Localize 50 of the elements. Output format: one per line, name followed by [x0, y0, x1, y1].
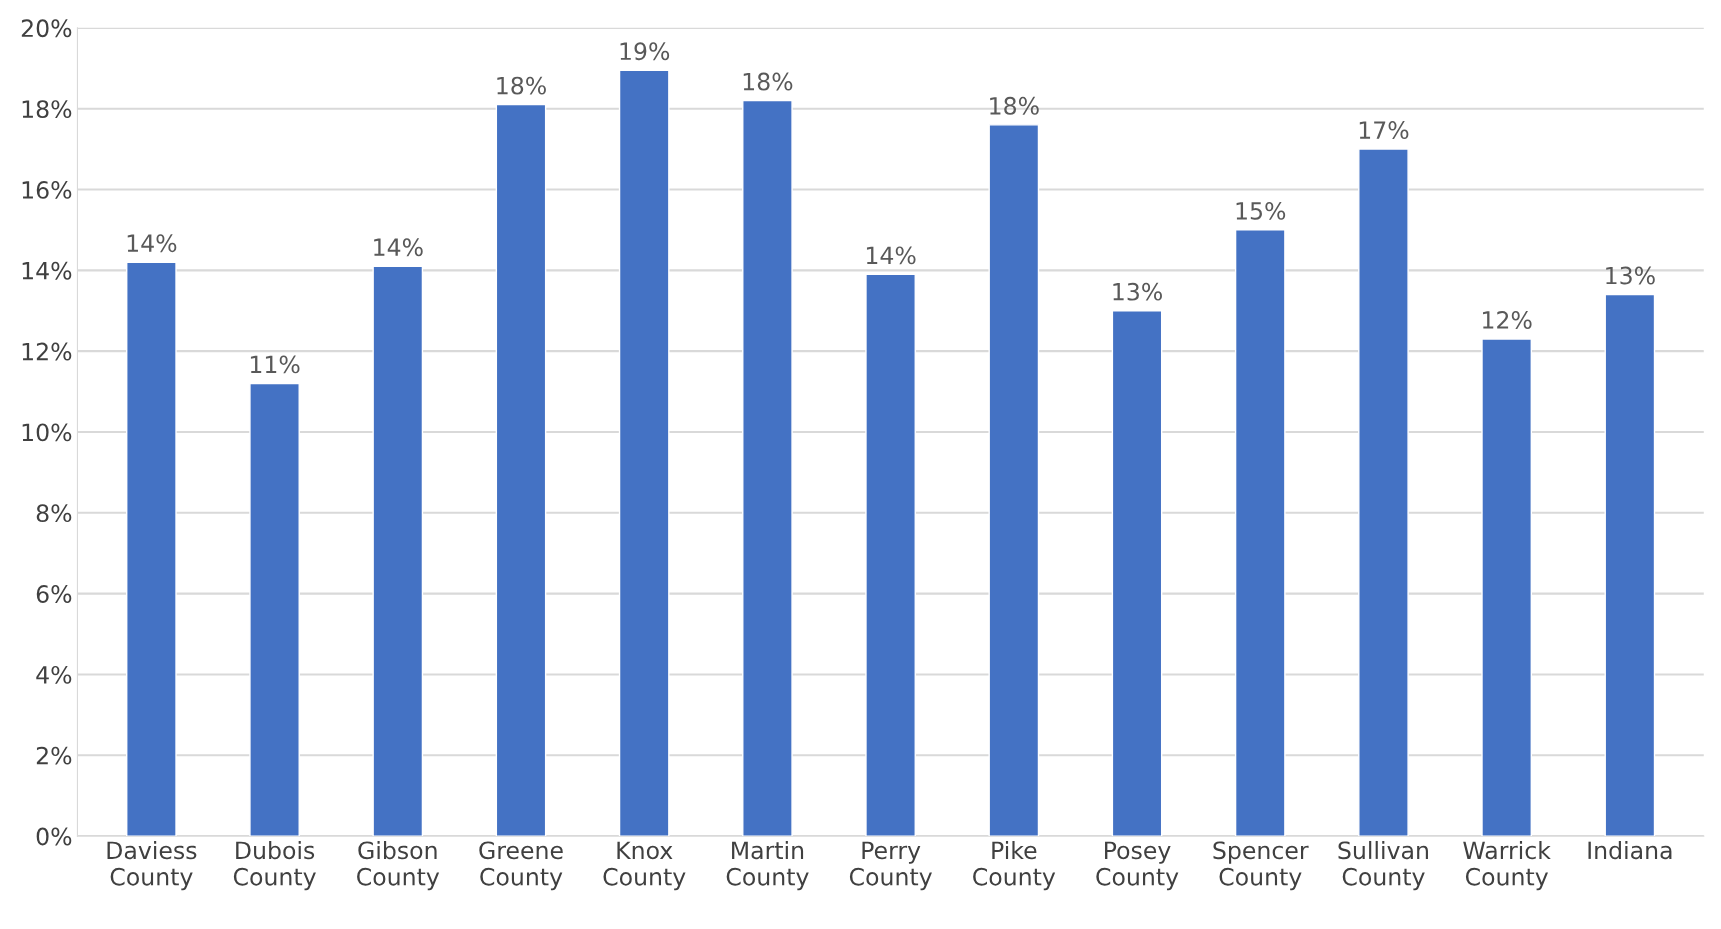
bar [618, 69, 670, 837]
y-tick-label: 16% [22, 180, 72, 199]
data-label: 19% [620, 42, 670, 61]
data-label: 11% [250, 355, 300, 374]
bar [372, 265, 424, 837]
bar [1358, 148, 1409, 837]
x-tick-label: Spencer County [1213, 841, 1309, 891]
x-tick-label: Greene County [479, 841, 563, 891]
bar [249, 382, 300, 837]
x-tick-label: Dubois County [233, 840, 316, 891]
bar [1111, 310, 1163, 837]
y-tick-label: 20% [21, 19, 72, 38]
data-label: 17% [1359, 121, 1409, 139]
x-tick-label: Perry County [849, 841, 932, 891]
x-tick-label: Warrick County [1463, 840, 1551, 891]
data-label: 18% [743, 72, 793, 91]
y-tick-label: 12% [22, 342, 72, 361]
bar [865, 273, 916, 837]
x-tick-label: Sullivan County [1338, 840, 1428, 891]
data-label: 14% [374, 238, 423, 257]
data-label: 18% [990, 96, 1039, 115]
bar [126, 261, 177, 837]
data-label: 14% [866, 246, 916, 265]
data-label: 13% [1113, 282, 1162, 301]
bar [1481, 338, 1532, 837]
x-tick-label: Posey County [1096, 841, 1179, 891]
x-tick-label: Pike County [973, 840, 1056, 891]
y-tick-label: 14% [22, 261, 72, 280]
data-label: 15% [1236, 201, 1286, 220]
bar [495, 103, 547, 837]
x-tick-label: Daviess County [107, 840, 197, 891]
data-label: 18% [497, 76, 546, 95]
x-tick-label: Gibson County [357, 840, 440, 891]
x-tick-label: Knox County [603, 841, 686, 891]
data-label: 12% [1483, 311, 1532, 329]
y-tick-label: 6% [36, 585, 72, 603]
bar [1234, 229, 1286, 837]
y-tick-label: 10% [22, 423, 72, 442]
x-tick-label: Indiana [1588, 840, 1672, 860]
y-tick-label: 18% [22, 100, 72, 118]
bar [742, 99, 793, 837]
bar [988, 124, 1040, 837]
y-tick-label: 8% [36, 504, 72, 523]
data-label: 13% [1606, 266, 1655, 285]
x-tick-label: Martin County [726, 840, 809, 891]
y-tick-label: 4% [36, 665, 72, 684]
y-tick-label: 0% [36, 827, 72, 846]
y-tick-label: 2% [36, 746, 72, 765]
bar [1604, 293, 1656, 837]
data-label: 14% [127, 234, 177, 253]
